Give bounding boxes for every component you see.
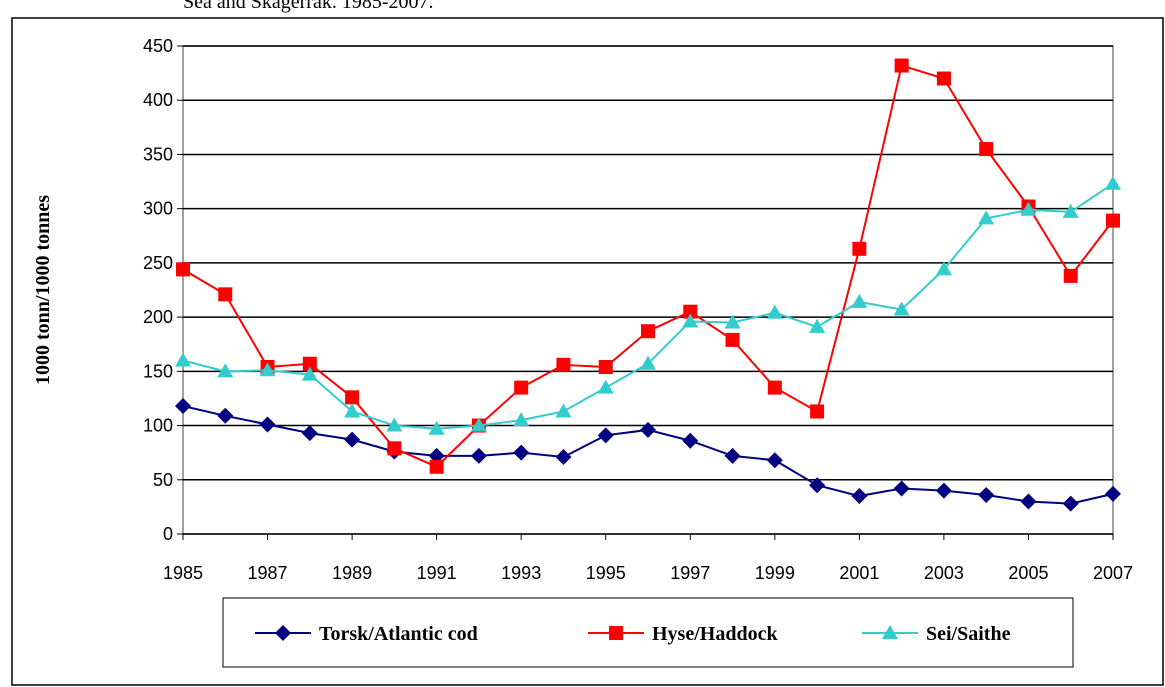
data-point	[683, 304, 698, 319]
data-point	[682, 313, 699, 328]
data-point	[344, 431, 361, 448]
data-point	[809, 477, 826, 494]
data-point	[301, 366, 318, 381]
data-point	[259, 416, 276, 433]
data-point	[893, 301, 910, 316]
data-point	[766, 304, 783, 319]
chart-title: Sea and Skagerrak. 1985-2007.	[183, 0, 434, 13]
legend-label: Hyse/Haddock	[652, 623, 778, 645]
y-tick-label: 50	[153, 470, 173, 490]
data-point	[682, 432, 699, 449]
data-point	[1062, 495, 1079, 512]
x-tick-label: 1987	[248, 563, 288, 583]
data-point	[598, 359, 613, 374]
data-point	[218, 287, 233, 302]
data-point	[1105, 485, 1121, 502]
data-point	[894, 58, 909, 73]
x-tick-label: 1999	[755, 563, 795, 583]
data-point	[175, 352, 191, 367]
data-point	[387, 441, 402, 456]
data-point	[344, 403, 361, 418]
x-tick-label: 1993	[501, 563, 541, 583]
y-tick-label: 400	[143, 90, 173, 110]
data-point	[979, 142, 994, 157]
data-point	[175, 398, 191, 415]
x-tick-label: 1985	[163, 563, 203, 583]
data-point	[766, 452, 783, 469]
data-point	[386, 417, 403, 432]
data-point	[640, 421, 656, 438]
y-tick-label: 300	[143, 199, 173, 219]
data-point	[176, 262, 190, 277]
data-point	[767, 380, 782, 395]
x-tick-label: 1989	[332, 563, 372, 583]
data-point	[852, 241, 867, 256]
data-point	[893, 480, 910, 497]
data-point	[978, 210, 995, 225]
data-point	[514, 380, 529, 395]
data-point	[555, 403, 572, 418]
data-point	[513, 412, 530, 427]
y-tick-label: 250	[143, 253, 173, 273]
data-point	[301, 425, 318, 442]
data-point	[810, 404, 825, 419]
y-tick-label: 0	[163, 524, 173, 544]
y-tick-label: 100	[143, 416, 173, 436]
data-point	[470, 447, 487, 464]
y-tick-label: 450	[143, 36, 173, 56]
x-tick-label: 1997	[670, 563, 710, 583]
x-tick-label: 1991	[417, 563, 457, 583]
x-tick-label: 1995	[586, 563, 626, 583]
x-tick-label: 2007	[1093, 563, 1133, 583]
y-axis-label: 1000 tonn/1000 tonnes	[32, 195, 54, 385]
data-point	[345, 390, 360, 405]
data-point	[725, 332, 740, 347]
data-point	[597, 427, 614, 444]
data-point	[936, 71, 951, 86]
y-tick-label: 350	[143, 144, 173, 164]
data-point	[428, 420, 445, 435]
data-point	[851, 488, 868, 505]
data-point	[259, 362, 276, 377]
legend-marker	[882, 625, 898, 639]
data-point	[641, 324, 655, 339]
data-point	[1106, 213, 1120, 228]
data-point	[809, 318, 826, 333]
data-point	[556, 357, 571, 372]
data-point	[429, 459, 444, 474]
data-point	[978, 486, 995, 503]
data-point	[597, 379, 614, 394]
legend-label: Torsk/Atlantic cod	[319, 623, 478, 645]
data-point	[1020, 201, 1037, 216]
chart-frame	[11, 17, 1164, 686]
legend-marker	[275, 625, 291, 641]
legend-label: Sei/Saithe	[926, 623, 1011, 645]
data-point	[640, 355, 656, 370]
data-point	[724, 314, 741, 329]
x-tick-label: 2003	[924, 563, 964, 583]
data-point	[217, 407, 234, 424]
legend-marker	[609, 626, 623, 640]
data-point	[1063, 268, 1078, 283]
data-point	[555, 449, 572, 466]
x-tick-label: 2005	[1008, 563, 1048, 583]
data-point	[724, 447, 741, 464]
data-point	[470, 417, 487, 432]
y-tick-label: 200	[143, 307, 173, 327]
data-point	[1020, 493, 1037, 510]
x-tick-label: 2001	[839, 563, 879, 583]
data-point	[935, 261, 952, 276]
data-point	[935, 482, 952, 499]
data-point	[513, 444, 530, 461]
y-tick-label: 150	[143, 361, 173, 381]
data-point	[1105, 175, 1121, 190]
data-point	[302, 356, 317, 371]
legend	[222, 597, 1074, 668]
data-point	[1062, 203, 1079, 218]
data-point	[851, 293, 868, 308]
data-point	[217, 363, 234, 378]
